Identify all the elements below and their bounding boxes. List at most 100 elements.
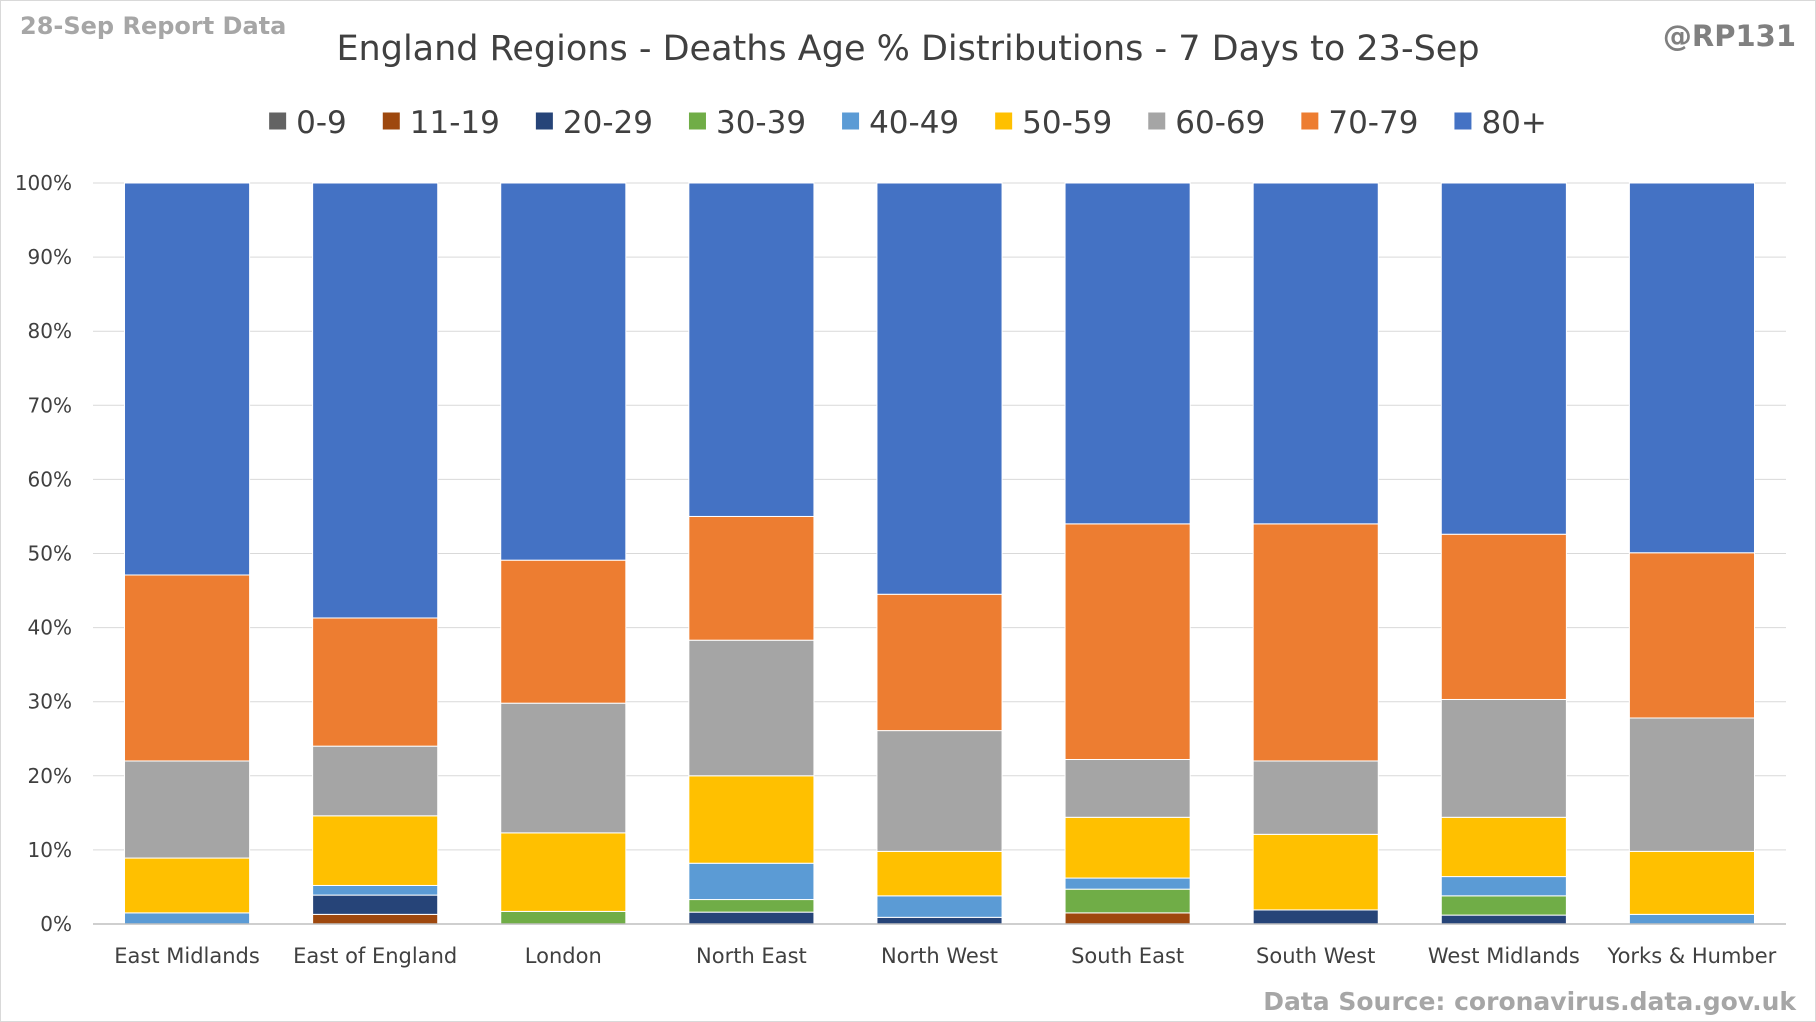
bar-segment	[688, 515, 815, 641]
x-category-label: East of England	[293, 944, 457, 968]
legend-label: 50-59	[1022, 105, 1112, 141]
y-tick-label: 60%	[28, 467, 72, 491]
legend-label: 60-69	[1175, 105, 1265, 141]
bar-segment	[688, 862, 815, 901]
bar-segment	[688, 775, 815, 864]
y-tick-label: 70%	[28, 393, 72, 417]
bar-segment	[124, 574, 251, 762]
x-category-label: London	[525, 944, 602, 968]
bar-segment	[1440, 533, 1567, 700]
data-source: Data Source: coronavirus.data.gov.uk	[1263, 987, 1797, 1016]
bar-segment	[312, 894, 439, 915]
x-category-label: South East	[1071, 944, 1184, 968]
legend-swatch	[995, 112, 1013, 130]
legend-label: 0-9	[296, 105, 347, 141]
bar-segment	[1252, 909, 1379, 925]
bar-segment	[688, 182, 815, 517]
bar-segment	[1252, 760, 1379, 835]
legend-swatch	[1454, 112, 1472, 130]
bar-segment	[1440, 816, 1567, 878]
y-tick-label: 0%	[40, 912, 72, 936]
bar-segment	[1628, 182, 1755, 554]
bar-segment	[312, 617, 439, 747]
bar-segment	[1252, 523, 1379, 762]
chart-title: England Regions - Deaths Age % Distribut…	[336, 29, 1479, 69]
legend-label: 11-19	[410, 105, 500, 141]
y-tick-label: 90%	[28, 245, 72, 269]
y-tick-label: 100%	[15, 171, 72, 195]
bar-segment	[1440, 895, 1567, 916]
x-category-label: South West	[1256, 944, 1375, 968]
bar-segment	[1440, 876, 1567, 897]
legend-label: 80+	[1481, 105, 1546, 141]
bars	[124, 182, 1755, 925]
bar-segment	[1064, 912, 1191, 925]
axes: 0% 10% 20% 30% 40% 50% 60% 70% 80% 90% 100% East Mi…	[15, 171, 1786, 968]
bar-segment	[1628, 913, 1755, 925]
bar-segment	[876, 916, 1003, 925]
bar-segment	[500, 182, 627, 561]
legend-swatch	[1301, 112, 1319, 130]
bar-segment	[124, 857, 251, 914]
bar-segment	[1252, 182, 1379, 525]
bar-segment	[876, 895, 1003, 918]
bar-segment	[876, 850, 1003, 897]
y-tick-label: 80%	[28, 319, 72, 343]
bar-segment	[500, 559, 627, 704]
x-category-label: East Midlands	[114, 944, 260, 968]
legend-swatch	[1148, 112, 1166, 130]
bar-segment	[124, 912, 251, 925]
bar-segment	[124, 760, 251, 859]
legend-label: 30-39	[716, 105, 806, 141]
y-tick-label: 40%	[28, 616, 72, 640]
bar-segment	[1440, 914, 1567, 925]
bar-segment	[1252, 833, 1379, 911]
bar-segment	[1064, 888, 1191, 914]
bar-segment	[1064, 182, 1191, 525]
bar-segment	[1628, 850, 1755, 915]
bar-segment	[688, 899, 815, 913]
bar-segment	[876, 593, 1003, 732]
bar-segment	[1440, 698, 1567, 818]
author-handle: @RP131	[1663, 19, 1796, 53]
report-label: 28-Sep Report Data	[20, 12, 286, 40]
bar-segment	[312, 815, 439, 886]
bar-segment	[688, 639, 815, 777]
x-category-label: North West	[881, 944, 998, 968]
bar-segment	[876, 182, 1003, 595]
legend-label: 20-29	[563, 105, 653, 141]
bar-segment	[500, 910, 627, 925]
y-tick-label: 50%	[28, 542, 72, 566]
bar-segment	[500, 832, 627, 912]
legend-swatch	[269, 112, 287, 130]
bar-segment	[312, 745, 439, 817]
legend-swatch	[382, 112, 400, 130]
bar-segment	[500, 702, 627, 834]
x-category-label: West Midlands	[1428, 944, 1580, 968]
bar-segment	[1440, 182, 1567, 535]
legend-label: 40-49	[869, 105, 959, 141]
bar-segment	[688, 911, 815, 925]
bar-segment	[1064, 523, 1191, 760]
legend-swatch	[688, 112, 706, 130]
bar-segment	[1628, 717, 1755, 852]
bar-segment	[1064, 816, 1191, 879]
y-tick-label: 30%	[28, 690, 72, 714]
bar-segment	[312, 182, 439, 619]
bar-segment	[312, 913, 439, 925]
bar-segment	[1628, 552, 1755, 719]
bar-segment	[124, 182, 251, 576]
legend-swatch	[535, 112, 553, 130]
y-tick-label: 10%	[28, 838, 72, 862]
legend-swatch	[842, 112, 860, 130]
legend-label: 70-79	[1328, 105, 1418, 141]
bar-segment	[1064, 877, 1191, 890]
bar-segment	[1064, 758, 1191, 818]
bar-segment	[876, 730, 1003, 852]
x-category-label: Yorks & Humber	[1607, 944, 1777, 968]
bar-segment	[312, 884, 439, 896]
x-category-label: North East	[696, 944, 807, 968]
legend: 0-9 11-19 20-29 30-39 40-49 50-59 60-69 70-79 80…	[269, 105, 1547, 141]
